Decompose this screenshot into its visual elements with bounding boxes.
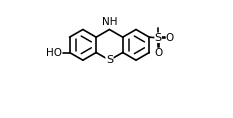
Text: S: S <box>154 33 162 43</box>
Text: S: S <box>106 55 113 65</box>
Text: O: O <box>166 33 174 43</box>
Text: HO: HO <box>46 48 62 57</box>
Text: O: O <box>154 48 162 58</box>
Text: NH: NH <box>102 17 118 27</box>
